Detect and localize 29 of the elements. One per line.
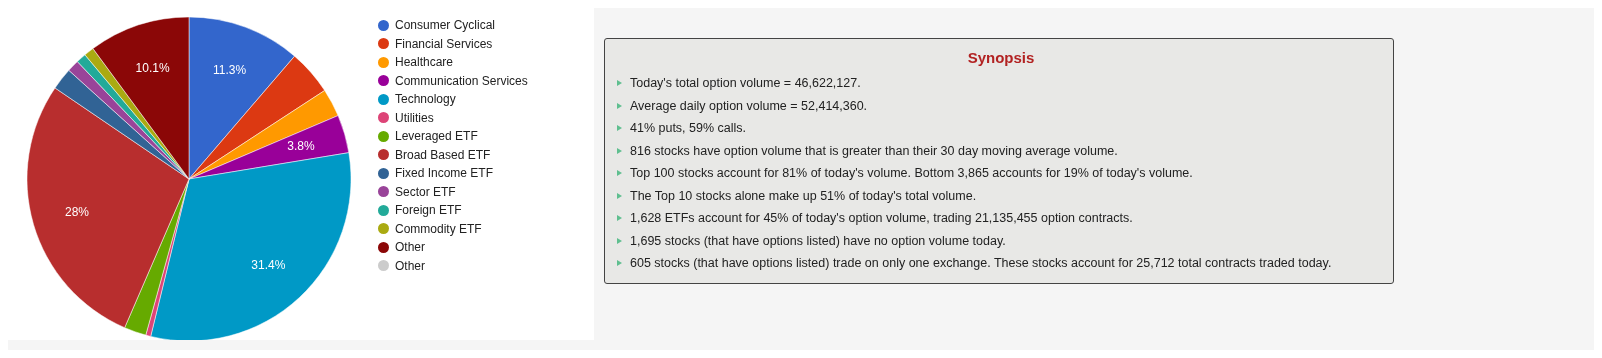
data-label: 3.8%	[287, 139, 316, 154]
legend-label: Consumer Cyclical	[395, 18, 496, 33]
text: 1,695 stocks (that have options listed) have no option volume today.	[630, 233, 1006, 248]
legend-label: Fixed Income ETF	[395, 166, 494, 181]
data-label: 28%	[64, 204, 90, 219]
legend-label: Healthcare	[395, 55, 454, 70]
legend-label: Other	[395, 240, 426, 255]
text: 1,628 ETFs account for 45% of today's option volume, trading 21,135,455 option contracts.	[630, 211, 1133, 226]
data-label: 10.1%	[135, 61, 170, 76]
text: Top 100 stocks account for 81% of today's volume. Bottom 3,865 accounts for 19% of today's volume.	[630, 166, 1193, 181]
legend-label: Foreign ETF	[395, 203, 462, 218]
text: 41% puts, 59% calls.	[630, 121, 747, 136]
text: Synopsis	[966, 49, 1036, 66]
legend-label: Commodity ETF	[395, 221, 482, 236]
legend-label: Leveraged ETF	[395, 129, 478, 144]
data-label: 11.3%	[212, 62, 247, 77]
legend-label: Financial Services	[395, 36, 493, 51]
text: Today's total option volume = 46,622,127.	[630, 76, 861, 91]
legend-label: Other	[395, 258, 426, 273]
data-label: 31.4%	[251, 257, 286, 272]
legend-label: Sector ETF	[395, 184, 456, 199]
legend-label: Technology	[395, 92, 456, 107]
text: 816 stocks have option volume that is greater than their 30 day moving average volume.	[630, 143, 1118, 158]
text: Average daily option volume = 52,414,360.	[630, 98, 868, 113]
text: The Top 10 stocks alone make up 51% of today's total volume.	[630, 188, 977, 203]
text: 605 stocks (that have options listed) trade on only one exchange. These stocks account for 25,712 total contracts traded today.	[630, 256, 1332, 271]
legend-label: Communication Services	[395, 73, 528, 88]
legend-label: Utilities	[395, 110, 434, 125]
legend-label: Broad Based ETF	[395, 147, 491, 162]
